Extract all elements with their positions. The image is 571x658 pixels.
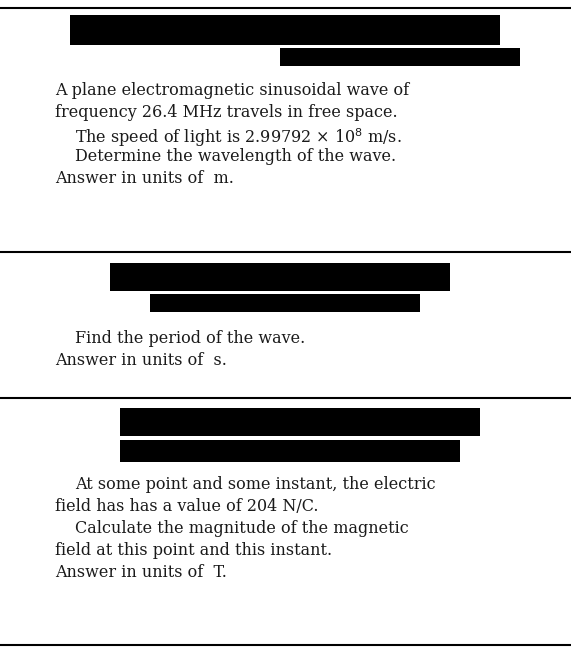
Bar — [120, 408, 480, 436]
Text: frequency 26.4 MHz travels in free space.: frequency 26.4 MHz travels in free space… — [55, 104, 397, 121]
Bar — [70, 15, 500, 45]
Bar — [110, 263, 450, 291]
Bar — [280, 48, 520, 66]
Text: Answer in units of  m.: Answer in units of m. — [55, 170, 234, 187]
Text: field has has a value of 204 N/C.: field has has a value of 204 N/C. — [55, 498, 319, 515]
Text: Calculate the magnitude of the magnetic: Calculate the magnitude of the magnetic — [75, 520, 409, 537]
Bar — [150, 294, 420, 312]
Text: Answer in units of  s.: Answer in units of s. — [55, 352, 227, 369]
Bar — [120, 440, 460, 462]
Text: The speed of light is 2.99792 × 10$^{8}$ m/s.: The speed of light is 2.99792 × 10$^{8}$… — [75, 126, 401, 149]
Text: Answer in units of  T.: Answer in units of T. — [55, 564, 227, 581]
Text: Determine the wavelength of the wave.: Determine the wavelength of the wave. — [75, 148, 396, 165]
Text: Find the period of the wave.: Find the period of the wave. — [75, 330, 305, 347]
Text: At some point and some instant, the electric: At some point and some instant, the elec… — [75, 476, 436, 493]
Text: A plane electromagnetic sinusoidal wave of: A plane electromagnetic sinusoidal wave … — [55, 82, 409, 99]
Text: field at this point and this instant.: field at this point and this instant. — [55, 542, 332, 559]
